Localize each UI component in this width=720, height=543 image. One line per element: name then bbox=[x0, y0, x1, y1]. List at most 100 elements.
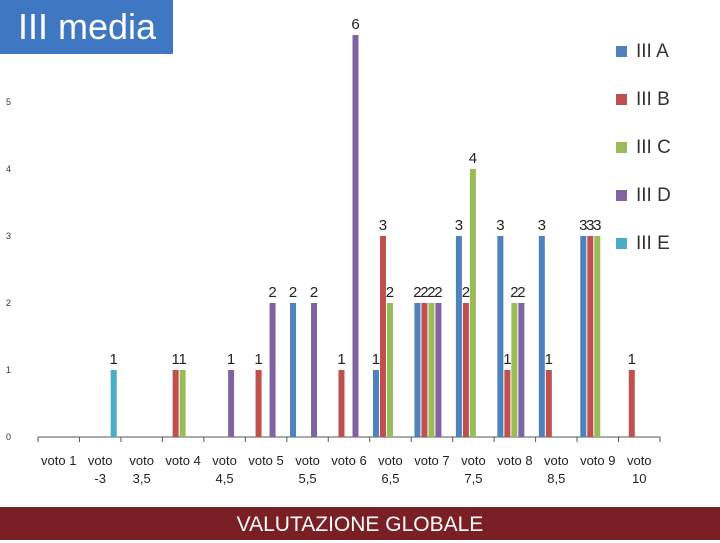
category-label: voto bbox=[378, 453, 403, 468]
data-label: 3 bbox=[579, 217, 587, 234]
bar-iii-d bbox=[228, 370, 235, 437]
category-label: voto 8 bbox=[497, 453, 532, 468]
bar-iii-a bbox=[414, 303, 421, 437]
bar-iii-a bbox=[538, 236, 545, 437]
data-label: 4 bbox=[469, 150, 477, 167]
bar-iii-a bbox=[497, 236, 504, 437]
bar-iii-b bbox=[338, 370, 345, 437]
category-label: voto bbox=[627, 453, 652, 468]
bar-iii-c bbox=[386, 303, 393, 437]
data-label: 2 bbox=[420, 284, 428, 301]
data-label: 1 bbox=[628, 351, 636, 368]
bar-iii-a bbox=[455, 236, 462, 437]
bar-iii-d bbox=[435, 303, 442, 437]
bar-iii-a bbox=[372, 370, 379, 437]
category-label: 10 bbox=[632, 471, 646, 486]
bar-iii-c bbox=[428, 303, 435, 437]
bar-iii-c bbox=[179, 370, 186, 437]
category-label: voto bbox=[295, 453, 320, 468]
legend-swatch bbox=[616, 238, 627, 249]
bar-iii-d bbox=[269, 303, 276, 437]
category-label: voto 4 bbox=[165, 453, 200, 468]
data-label: 2 bbox=[268, 284, 276, 301]
legend-label: III E bbox=[636, 233, 670, 254]
bar-iii-e bbox=[110, 370, 117, 437]
category-label: voto 6 bbox=[331, 453, 366, 468]
category-label: 4,5 bbox=[216, 471, 234, 486]
data-label: 2 bbox=[434, 284, 442, 301]
data-label: 3 bbox=[586, 217, 594, 234]
data-label: 1 bbox=[545, 351, 553, 368]
category-label: voto bbox=[129, 453, 154, 468]
bar-iii-b bbox=[462, 303, 469, 437]
data-label: 1 bbox=[372, 351, 380, 368]
data-label: 2 bbox=[386, 284, 394, 301]
data-label: 3 bbox=[496, 217, 504, 234]
bar-iii-c bbox=[469, 169, 476, 437]
y-tick-label: 0 bbox=[6, 432, 11, 442]
bar-iii-b bbox=[504, 370, 511, 437]
bar-iii-b bbox=[172, 370, 179, 437]
bar-iii-b bbox=[379, 236, 386, 437]
category-label: 6,5 bbox=[381, 471, 399, 486]
data-label: 1 bbox=[503, 351, 511, 368]
category-label: voto 9 bbox=[580, 453, 615, 468]
data-label: 2 bbox=[413, 284, 421, 301]
slide-title: III media bbox=[0, 0, 173, 54]
bar-iii-d bbox=[518, 303, 525, 437]
category-label: -3 bbox=[94, 471, 106, 486]
data-label: 2 bbox=[310, 284, 318, 301]
data-label: 2 bbox=[289, 284, 297, 301]
bar-iii-a bbox=[290, 303, 297, 437]
bar-iii-b bbox=[545, 370, 552, 437]
legend-swatch bbox=[616, 94, 627, 105]
bar-iii-b bbox=[255, 370, 262, 437]
category-label: voto bbox=[544, 453, 569, 468]
category-label: 3,5 bbox=[133, 471, 151, 486]
category-label: voto 1 bbox=[41, 453, 76, 468]
legend-swatch bbox=[616, 190, 627, 201]
bar-iii-b bbox=[587, 236, 594, 437]
y-tick-label: 5 bbox=[6, 97, 11, 107]
bar-iii-b bbox=[628, 370, 635, 437]
data-label: 2 bbox=[427, 284, 435, 301]
legend-label: III A bbox=[636, 41, 669, 62]
footer-label: VALUTAZIONE GLOBALE bbox=[236, 513, 484, 536]
category-label: voto 7 bbox=[414, 453, 449, 468]
data-label: 3 bbox=[538, 217, 546, 234]
y-tick-label: 3 bbox=[6, 231, 11, 241]
data-label: 2 bbox=[462, 284, 470, 301]
bar-iii-c bbox=[511, 303, 518, 437]
legend-label: III D bbox=[636, 185, 671, 206]
bar-iii-d bbox=[352, 35, 359, 437]
data-label: 3 bbox=[593, 217, 601, 234]
legend-swatch bbox=[616, 142, 627, 153]
data-label: 1 bbox=[227, 351, 235, 368]
data-label: 1 bbox=[337, 351, 345, 368]
y-tick-label: 1 bbox=[6, 365, 11, 375]
y-tick-label: 4 bbox=[6, 164, 11, 174]
bars bbox=[110, 35, 635, 437]
bar-iii-b bbox=[421, 303, 428, 437]
x-axis-categories: voto 1 voto -3 voto 3,5 voto 4 voto 4,5 voto 5 vo… bbox=[37, 437, 661, 486]
category-label: voto bbox=[88, 453, 113, 468]
data-label: 2 bbox=[510, 284, 518, 301]
data-label: 6 bbox=[351, 16, 359, 33]
category-label: voto bbox=[461, 453, 486, 468]
bar-iii-a bbox=[580, 236, 587, 437]
category-label: voto bbox=[212, 453, 237, 468]
footer-bar: VALUTAZIONE GLOBALE bbox=[0, 507, 720, 540]
category-label: 8,5 bbox=[547, 471, 565, 486]
y-axis-ticks: 0 1 2 3 4 5 bbox=[6, 97, 11, 442]
data-label: 1 bbox=[110, 351, 118, 368]
category-label: 5,5 bbox=[298, 471, 316, 486]
data-label: 1 bbox=[178, 351, 186, 368]
category-label: 7,5 bbox=[464, 471, 482, 486]
legend-label: III C bbox=[636, 137, 671, 158]
legend-label: III B bbox=[636, 89, 670, 110]
data-label: 1 bbox=[254, 351, 262, 368]
data-label: 1 bbox=[171, 351, 179, 368]
data-label: 3 bbox=[455, 217, 463, 234]
